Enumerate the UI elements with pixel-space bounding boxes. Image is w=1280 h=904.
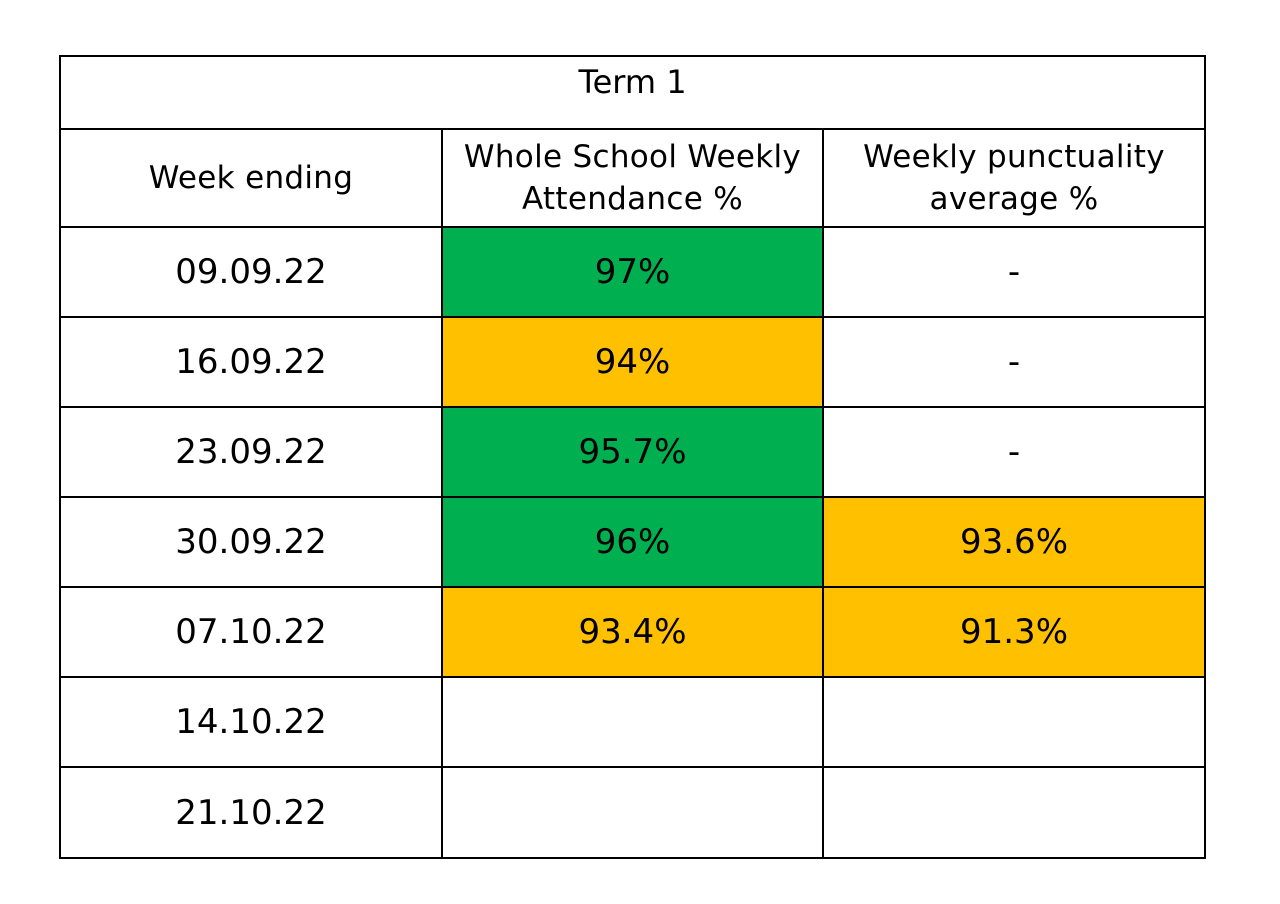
table-title: Term 1 [61, 57, 1204, 130]
punctuality-cell [822, 676, 1204, 768]
punctuality-cell: - [822, 226, 1204, 318]
attendance-cell [441, 766, 824, 857]
table-row: 14.10.22 [61, 676, 1204, 768]
week-ending-cell: 07.10.22 [61, 586, 443, 678]
punctuality-cell [822, 766, 1204, 857]
attendance-table-frame: Term 1 Week ending Whole School Weekly A… [59, 55, 1206, 859]
attendance-cell: 93.4% [441, 586, 824, 678]
attendance-cell [441, 676, 824, 768]
week-ending-cell: 21.10.22 [61, 766, 443, 857]
table-row: 21.10.22 [61, 766, 1204, 857]
week-ending-cell: 14.10.22 [61, 676, 443, 768]
table-title-row: Term 1 [61, 57, 1204, 130]
attendance-cell: 96% [441, 496, 824, 588]
header-attendance-line1: Whole School Weekly [463, 139, 802, 175]
punctuality-cell: 91.3% [822, 586, 1204, 678]
header-punctuality-line2: average % [929, 181, 1099, 217]
attendance-table: Term 1 Week ending Whole School Weekly A… [61, 57, 1204, 857]
week-ending-cell: 23.09.22 [61, 406, 443, 498]
header-week-ending-label: Week ending [148, 160, 354, 196]
header-attendance-line2: Attendance % [521, 181, 744, 217]
header-attendance: Whole School Weekly Attendance % [441, 128, 824, 228]
week-ending-cell: 30.09.22 [61, 496, 443, 588]
table-row: 23.09.22 95.7% - [61, 406, 1204, 498]
week-ending-cell: 16.09.22 [61, 316, 443, 408]
table-row: 07.10.22 93.4% 91.3% [61, 586, 1204, 678]
week-ending-cell: 09.09.22 [61, 226, 443, 318]
table-header-row: Week ending Whole School Weekly Attendan… [61, 128, 1204, 228]
table-row: 09.09.22 97% - [61, 226, 1204, 318]
header-punctuality-line1: Weekly punctuality [863, 139, 1165, 175]
punctuality-cell: 93.6% [822, 496, 1204, 588]
attendance-cell: 97% [441, 226, 824, 318]
punctuality-cell: - [822, 406, 1204, 498]
punctuality-cell: - [822, 316, 1204, 408]
attendance-cell: 95.7% [441, 406, 824, 498]
attendance-cell: 94% [441, 316, 824, 408]
header-week-ending: Week ending [61, 128, 443, 228]
table-row: 30.09.22 96% 93.6% [61, 496, 1204, 588]
header-punctuality: Weekly punctuality average % [822, 128, 1204, 228]
table-row: 16.09.22 94% - [61, 316, 1204, 408]
